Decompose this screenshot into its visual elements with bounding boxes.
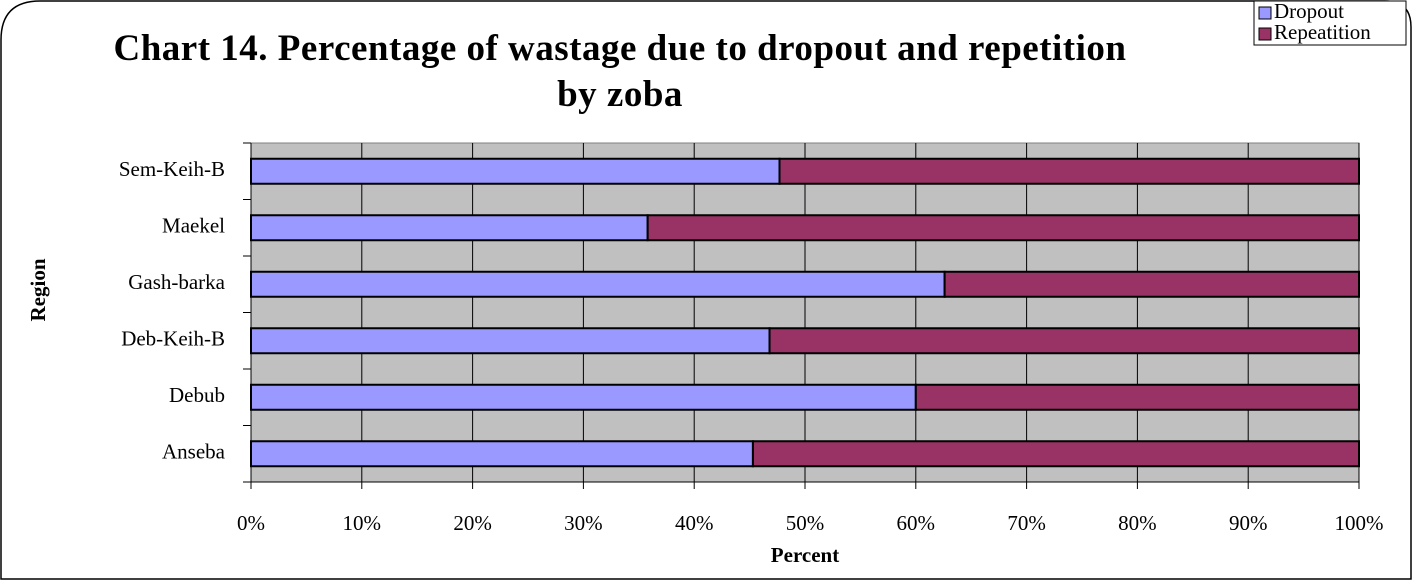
y-tick-label: Gash-barka bbox=[128, 270, 225, 294]
chart-title: Chart 14. Percentage of wastage due to d… bbox=[113, 28, 1127, 115]
bar-segment bbox=[646, 214, 1360, 242]
x-tick-label: 60% bbox=[897, 511, 936, 535]
bar-segment bbox=[250, 214, 649, 242]
y-tick-label: Sem-Keih-B bbox=[119, 157, 225, 181]
x-tick-label: 70% bbox=[1007, 511, 1046, 535]
x-tick-label: 30% bbox=[564, 511, 603, 535]
x-tick-label: 80% bbox=[1118, 511, 1157, 535]
bar-segment bbox=[250, 157, 781, 185]
y-tick-label: Maekel bbox=[162, 214, 225, 238]
bar-segment bbox=[778, 157, 1360, 185]
y-tick-label: Deb-Keih-B bbox=[121, 327, 225, 351]
y-tick-label: Debub bbox=[169, 383, 225, 407]
bar-segment bbox=[751, 440, 1360, 468]
bar-segment bbox=[250, 383, 917, 411]
x-tick-label: 100% bbox=[1335, 511, 1384, 535]
x-tick-label: 90% bbox=[1229, 511, 1268, 535]
y-axis-label: Region bbox=[26, 258, 50, 321]
bar-segment bbox=[943, 270, 1360, 298]
bar-segment bbox=[250, 270, 946, 298]
x-tick-label: 0% bbox=[237, 511, 265, 535]
legend-swatch bbox=[1258, 27, 1272, 41]
x-tick-label: 50% bbox=[786, 511, 825, 535]
bar-segment bbox=[250, 327, 771, 355]
legend-label: Dropout bbox=[1274, 0, 1344, 23]
legend-box bbox=[1253, 0, 1407, 46]
y-tick-label: Anseba bbox=[162, 440, 226, 464]
bar-segment bbox=[250, 440, 754, 468]
x-axis-label: Percent bbox=[771, 543, 839, 567]
legend-swatch bbox=[1258, 6, 1272, 20]
legend-label: Repeatition bbox=[1274, 20, 1371, 44]
x-tick-label: 10% bbox=[343, 511, 382, 535]
bar-segment bbox=[768, 327, 1360, 355]
x-tick-label: 20% bbox=[453, 511, 492, 535]
x-tick-label: 40% bbox=[675, 511, 714, 535]
bar-segment bbox=[914, 383, 1360, 411]
